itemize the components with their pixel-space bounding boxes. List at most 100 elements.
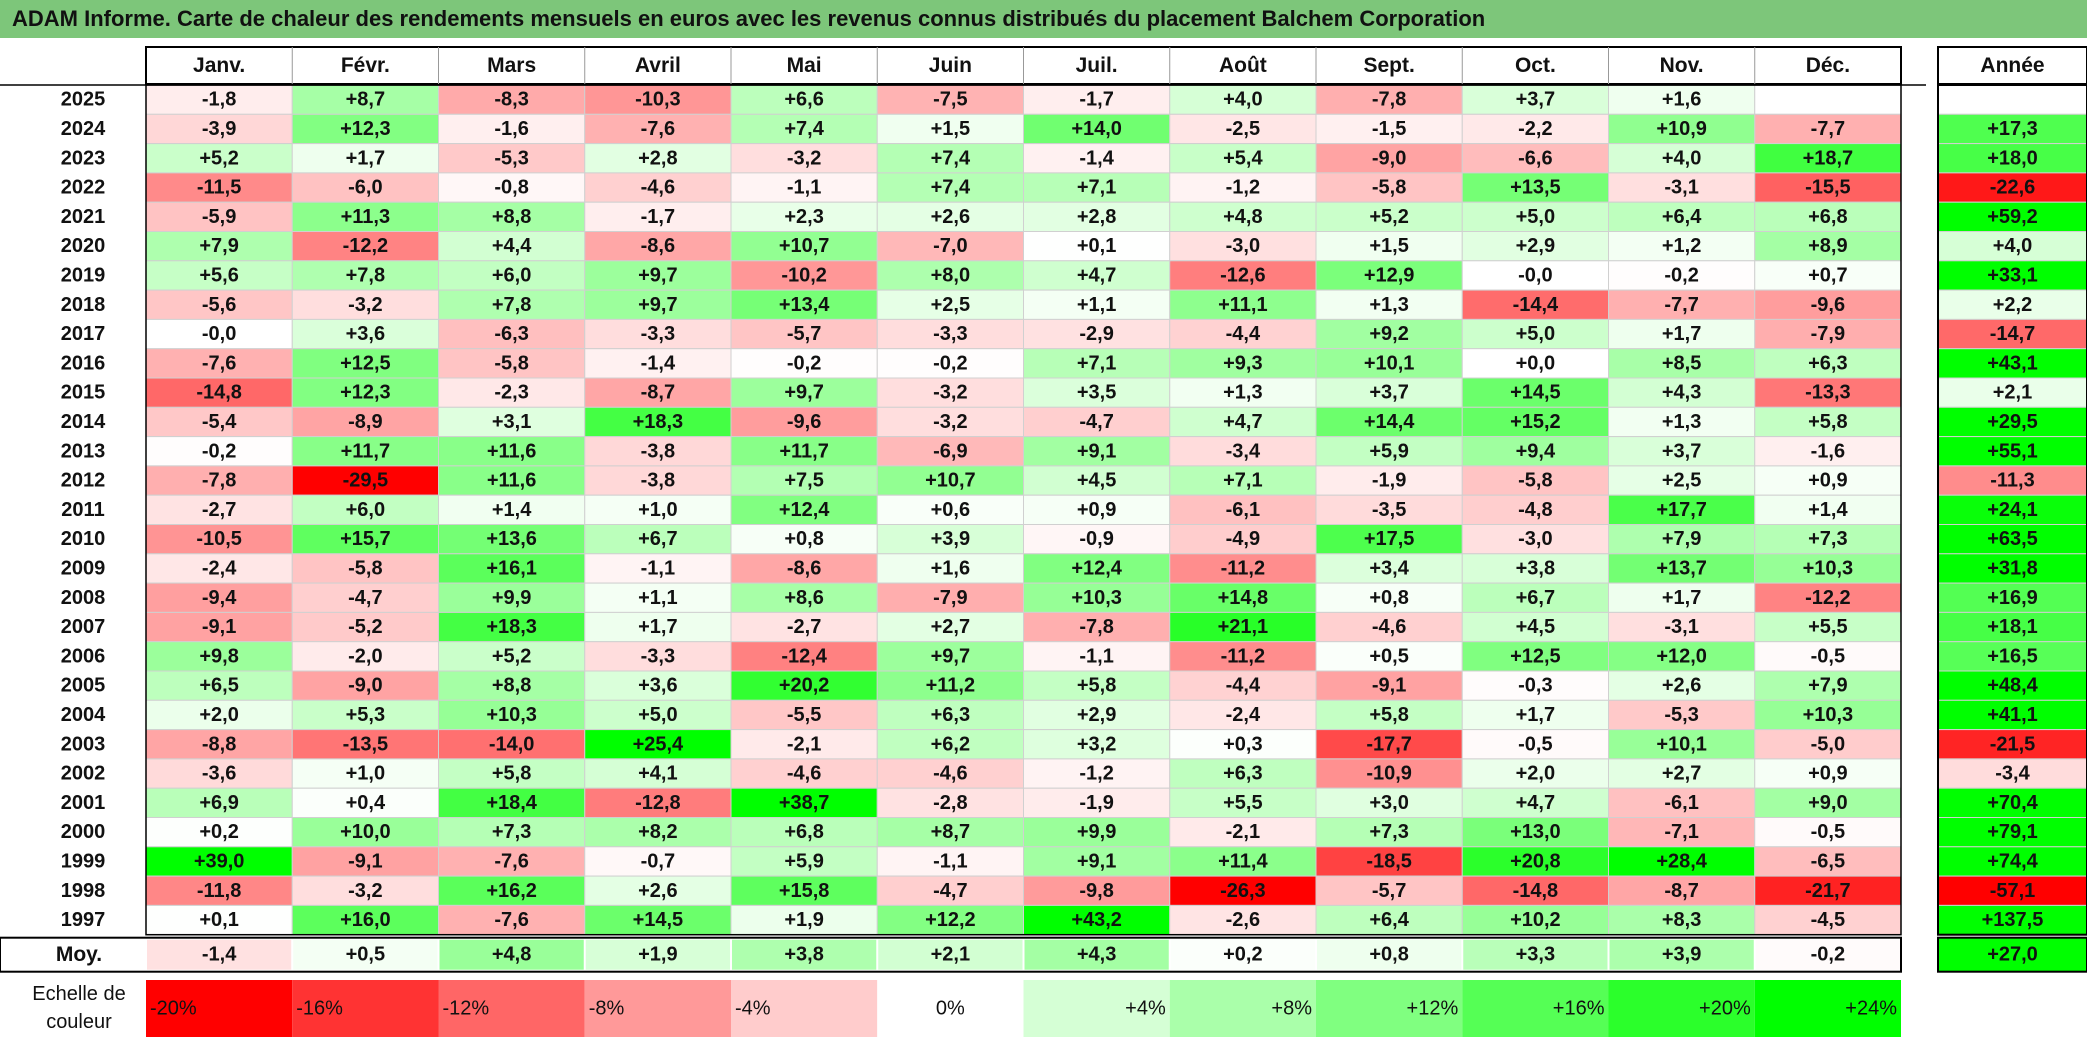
legend-label: +16% [1553, 998, 1605, 1020]
page-title: ADAM Informe. Carte de chaleur des rende… [0, 0, 2087, 38]
heat-cell [438, 787, 586, 819]
heat-cell [730, 143, 878, 174]
cell-value: +10,7 [925, 470, 976, 492]
row-year-label: 2019 [61, 264, 106, 286]
row-year-label: 2013 [61, 440, 106, 462]
cell-value: +17,5 [1364, 528, 1415, 550]
cell-value: +18,3 [633, 411, 684, 433]
heat-cell [291, 524, 439, 555]
cell-value: +4,0 [1223, 89, 1262, 111]
cell-value: -14,0 [489, 733, 535, 755]
cell-value: +2,7 [1662, 763, 1701, 785]
cell-value: +3,7 [1516, 89, 1555, 111]
cell-value: +0,3 [1223, 733, 1262, 755]
cell-value: +14,4 [1364, 411, 1415, 433]
column-header-5: Juin [929, 54, 972, 77]
cell-value: -3,3 [641, 323, 675, 345]
cell-value: -9,6 [1811, 294, 1845, 316]
cell-value: -6,1 [1664, 792, 1698, 814]
cell-value: +3,6 [638, 675, 677, 697]
row-year-label: 2004 [61, 704, 106, 726]
cell-value: -8,7 [1664, 880, 1698, 902]
cell-value: -1,9 [1372, 470, 1406, 492]
cell-value: -21,7 [1805, 880, 1851, 902]
heat-cell [584, 289, 732, 320]
cell-value: -1,5 [1372, 118, 1406, 140]
cell-value: +2,6 [931, 206, 970, 228]
cell-value: -4,4 [1226, 323, 1261, 345]
cell-value: -4,9 [1226, 528, 1260, 550]
cell-value: -8,6 [641, 235, 675, 257]
cell-value: +8,7 [931, 821, 970, 843]
legend-label: +4% [1125, 998, 1166, 1020]
row-year-label: 2015 [61, 382, 106, 404]
heat-cell [876, 553, 1024, 584]
row-year-label: 2020 [61, 235, 106, 257]
average-cell [878, 939, 1023, 970]
heat-cell [291, 817, 439, 848]
heat-cell [438, 875, 586, 906]
heat-cell [438, 582, 586, 613]
row-year-label: 1997 [61, 909, 106, 931]
legend-label: -4% [735, 998, 771, 1020]
cell-value: +1,9 [784, 909, 823, 931]
cell-value: -2,4 [202, 557, 237, 579]
cell-value: +12,0 [1656, 645, 1707, 667]
heat-cell [876, 494, 1024, 526]
row-year-label: 2009 [61, 557, 106, 579]
heat-cell [1754, 172, 1902, 203]
heat-cell [1754, 465, 1902, 496]
heat-cell [876, 582, 1024, 613]
cell-value: +0,9 [1808, 470, 1847, 492]
legend-title-line-2: couleur [46, 1011, 112, 1033]
cell-value: -4,7 [1079, 411, 1113, 433]
heat-cell [1315, 318, 1463, 350]
annual-value: +31,8 [1987, 557, 2038, 579]
heat-cell [1023, 377, 1171, 408]
cell-value: +8,9 [1808, 235, 1847, 257]
cell-value: -14,4 [1513, 294, 1559, 316]
cell-value: +6,4 [1369, 909, 1409, 931]
heat-cell [1315, 524, 1463, 555]
column-header-1: Févr. [341, 54, 390, 77]
legend-label: 0% [936, 998, 965, 1020]
heat-cell [1754, 84, 1902, 115]
heat-cell [1169, 582, 1317, 613]
annual-value: +17,3 [1987, 118, 2038, 140]
cell-value: +1,6 [931, 557, 970, 579]
cell-value: +1,3 [1223, 382, 1262, 404]
annual-value: +4,0 [1993, 235, 2032, 257]
cell-value: +15,7 [340, 528, 391, 550]
heat-cell [1169, 670, 1317, 701]
cell-value: +8,2 [638, 821, 677, 843]
heat-cell [145, 641, 293, 672]
row-year-label: 2007 [61, 616, 106, 638]
cell-value: -17,7 [1366, 733, 1412, 755]
cell-value: +9,7 [931, 645, 970, 667]
row-year-label: 1998 [61, 880, 106, 902]
cell-value: +11,2 [926, 675, 976, 697]
cell-value: +3,8 [1516, 557, 1555, 579]
annual-value: -11,3 [1990, 470, 2034, 492]
cell-value: +14,0 [1071, 118, 1122, 140]
column-header-2: Mars [487, 54, 536, 77]
cell-value: -4,7 [933, 880, 967, 902]
cell-value: +0,8 [784, 528, 823, 550]
heat-cell [145, 758, 293, 789]
year-header-box [1937, 46, 2087, 85]
row-year-label: 2023 [61, 147, 106, 169]
heat-cell [730, 260, 878, 291]
cell-value: +5,9 [784, 850, 823, 872]
cell-value: -0,5 [1811, 821, 1845, 843]
heat-cell [1608, 260, 1756, 291]
annual-column-border [1937, 84, 2087, 936]
heat-cell [1315, 377, 1463, 408]
cell-value: +2,6 [1662, 675, 1701, 697]
heat-cell [1754, 582, 1902, 613]
cell-value: +14,8 [1218, 587, 1269, 609]
heat-cell [1023, 348, 1171, 379]
cell-value: -3,2 [787, 147, 821, 169]
cell-value: +0,6 [931, 499, 970, 521]
heat-cell [1608, 231, 1756, 262]
heat-cell [438, 377, 586, 408]
